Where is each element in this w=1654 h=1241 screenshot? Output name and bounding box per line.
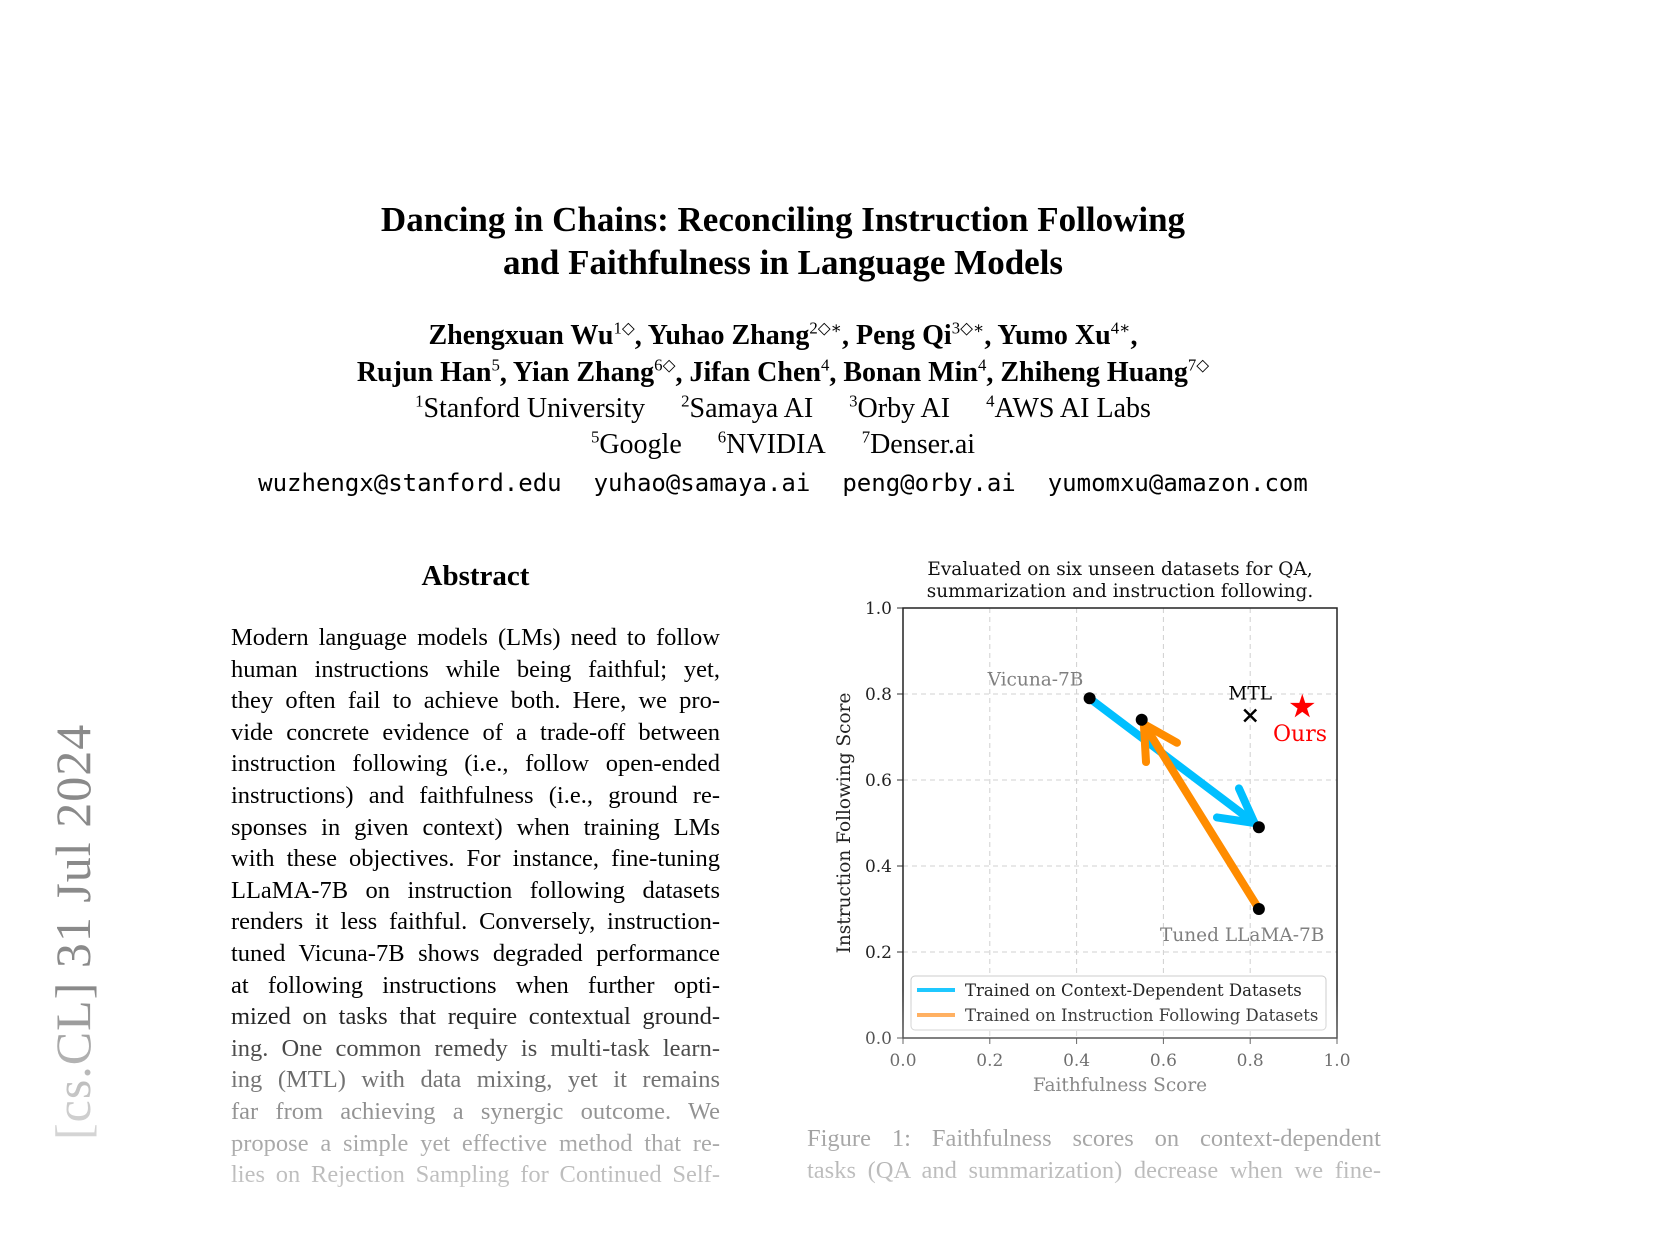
legend-label: Trained on Context-Dependent Datasets: [965, 981, 1302, 1000]
x-tick-label: 0.0: [889, 1051, 916, 1071]
data-point: [1083, 692, 1096, 705]
abstract-line: instruction following (i.e., follow open…: [231, 750, 720, 778]
abstract-line: tuned Vicuna-7B shows degraded performan…: [231, 939, 720, 967]
x-tick-label: 0.8: [1237, 1051, 1264, 1071]
author: Zhengxuan Wu1◇: [428, 319, 635, 352]
plot-frame: [902, 607, 1338, 1039]
x-tick-label: 1.0: [1323, 1051, 1350, 1071]
authors-line-2: Rujun Han5, Yian Zhang6◇, Jifan Chen4, B…: [356, 356, 1210, 389]
figure-caption: Figure 1: Faithfulness scores on context…: [807, 1123, 1381, 1186]
label-tuned-llama: Tuned LLaMA-7B: [1160, 925, 1324, 946]
abstract-line: Modern language models (LMs) need to fol…: [231, 624, 720, 651]
affiliation: 7Denser.ai: [861, 428, 976, 461]
affiliations-line-2: 5Google 6NVIDIA 7Denser.ai: [0, 428, 1566, 461]
caption-line: tasks (QA and summarization) decrease wh…: [807, 1156, 1381, 1184]
x-tick-label: 0.6: [1150, 1051, 1177, 1071]
arrow-head: [1139, 720, 1181, 747]
mtl-point: [1243, 708, 1258, 723]
authors-line-1: Zhengxuan Wu1◇, Yuhao Zhang2◇∗, Peng Qi3…: [428, 319, 1138, 352]
data-point: [1252, 821, 1265, 834]
chart-title: summarization and instruction following.: [927, 581, 1314, 602]
abstract-line: renders it less faithful. Conversely, in…: [231, 908, 720, 936]
y-tick-label: 1.0: [865, 599, 892, 619]
abstract-line: they often fail to achieve both. Here, w…: [231, 687, 720, 715]
email-link[interactable]: peng@orby.ai: [842, 469, 1016, 497]
email-link[interactable]: yumomxu@amazon.com: [1047, 469, 1308, 497]
author: Jifan Chen4: [689, 356, 830, 389]
email-link[interactable]: wuzhengx@stanford.edu: [258, 469, 562, 497]
email-link[interactable]: yuhao@samaya.ai: [593, 469, 811, 497]
paper-title-line-1: Dancing in Chains: Reconciling Instructi…: [380, 200, 1186, 239]
legend-label: Trained on Instruction Following Dataset…: [965, 1006, 1318, 1025]
affiliation: 5Google: [590, 428, 682, 461]
y-tick-label: 0.8: [865, 685, 892, 705]
paper-title-line-2: and Faithfulness in Language Models: [502, 243, 1064, 282]
x-tick-label: 0.2: [976, 1051, 1003, 1071]
data-point: [1135, 713, 1148, 726]
arrow-head: [1234, 784, 1259, 827]
author: Yumo Xu4∗: [997, 319, 1131, 352]
blue-arrow: [1085, 694, 1259, 827]
y-tick-label: 0.0: [865, 1029, 892, 1049]
abstract-line: vide concrete evidence of a trade-off be…: [231, 718, 720, 746]
arrow-head: [1139, 720, 1151, 767]
orange-arrow: [1139, 720, 1263, 913]
label-ours: Ours: [1273, 722, 1327, 747]
author: Zhiheng Huang7◇: [1000, 356, 1210, 389]
emails: wuzhengx@stanford.edu yuhao@samaya.ai peng…: [0, 469, 1566, 497]
abstract-line: LLaMA-7B on instruction following datase…: [231, 876, 720, 904]
affiliation: 3Orby AI: [849, 392, 951, 425]
author: Bonan Min4: [843, 356, 987, 389]
author: Rujun Han5: [356, 356, 500, 389]
y-tick-label: 0.2: [865, 943, 892, 963]
abstract-line: with these objectives. For instance, fin…: [231, 845, 720, 873]
author: Yian Zhang6◇: [512, 356, 676, 389]
affiliation: 2Samaya AI: [681, 392, 814, 425]
affiliation: 1Stanford University: [415, 392, 646, 425]
x-axis-label: Faithfulness Score: [1033, 1075, 1207, 1096]
data-point: [1252, 903, 1265, 915]
chart-title: Evaluated on six unseen datasets for QA,: [927, 559, 1312, 580]
abstract-line: sponses in given context) when training …: [231, 813, 720, 841]
arrow-head: [1212, 813, 1259, 827]
caption-line: Figure 1: Faithfulness scores on context…: [807, 1125, 1381, 1152]
author: Yuhao Zhang2◇∗: [647, 319, 843, 352]
abstract-heading: Abstract: [421, 560, 530, 592]
y-tick-label: 0.6: [865, 771, 892, 791]
author: Peng Qi3◇∗: [856, 319, 985, 352]
affiliation: 4AWS AI Labs: [986, 392, 1151, 425]
abstract-line: human instructions while being faithful;…: [231, 655, 720, 683]
ours-star: [1289, 693, 1315, 718]
label-mtl: MTL: [1228, 684, 1272, 705]
affiliations-line-1: 1Stanford University 2Samaya AI 3Orby AI 4A…: [0, 392, 1566, 425]
x-tick-label: 0.4: [1063, 1051, 1090, 1071]
y-axis-label: Instruction Following Score: [834, 693, 855, 954]
affiliation: 6NVIDIA: [717, 428, 826, 461]
abstract-line: instructions) and faithfulness (i.e., gr…: [231, 781, 720, 809]
label-vicuna: Vicuna-7B: [987, 669, 1084, 690]
y-tick-label: 0.4: [865, 857, 892, 877]
